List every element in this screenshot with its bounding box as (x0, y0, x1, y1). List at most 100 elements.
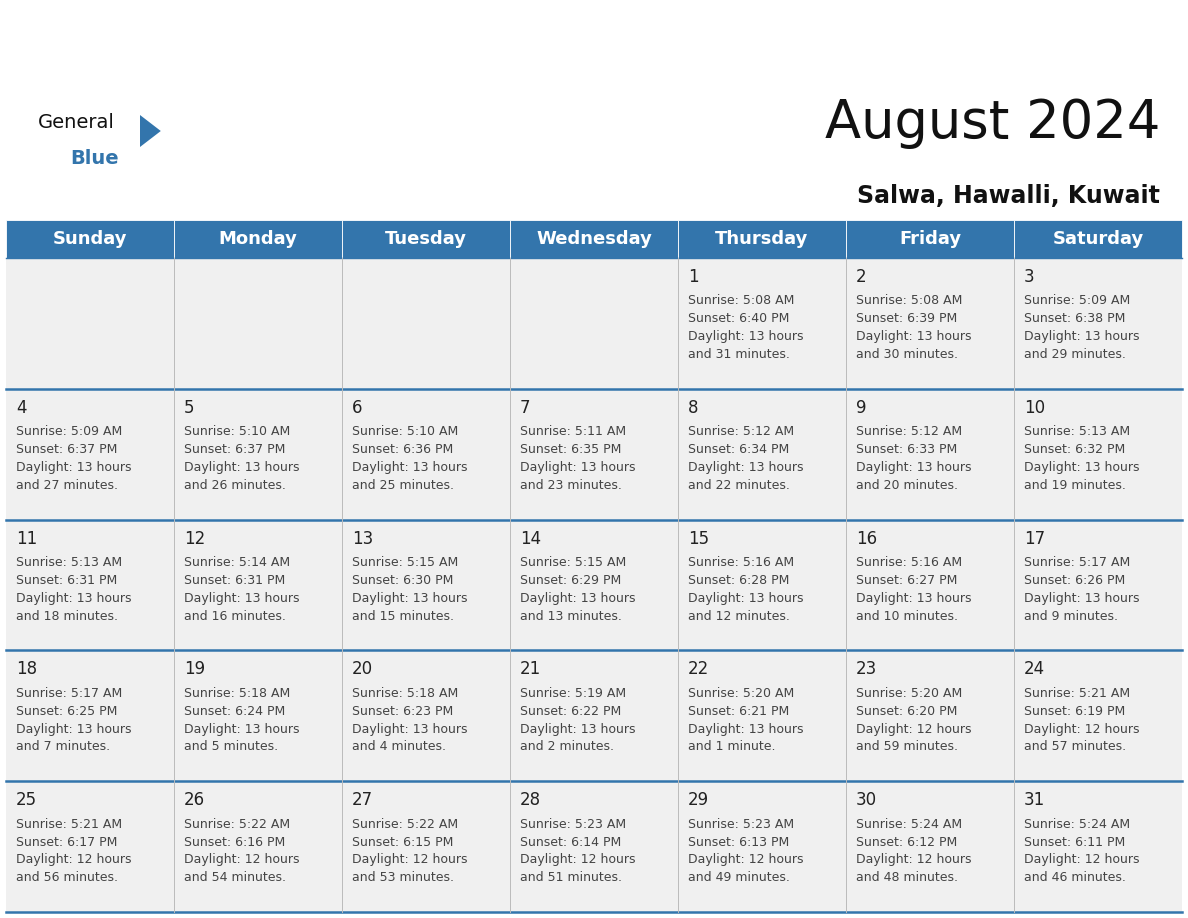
Text: and 19 minutes.: and 19 minutes. (1024, 478, 1126, 492)
Bar (678, 520, 846, 650)
Text: Sunrise: 5:17 AM: Sunrise: 5:17 AM (15, 687, 122, 700)
Text: and 1 minute.: and 1 minute. (688, 740, 776, 754)
Text: Sunrise: 5:20 AM: Sunrise: 5:20 AM (857, 687, 962, 700)
Text: 7: 7 (520, 398, 531, 417)
Text: Tuesday: Tuesday (385, 230, 467, 248)
Text: and 2 minutes.: and 2 minutes. (520, 740, 614, 754)
Text: Sunrise: 5:16 AM: Sunrise: 5:16 AM (688, 556, 794, 569)
Text: Sunrise: 5:13 AM: Sunrise: 5:13 AM (1024, 425, 1130, 438)
Text: Sunrise: 5:10 AM: Sunrise: 5:10 AM (184, 425, 290, 438)
Text: and 49 minutes.: and 49 minutes. (688, 871, 790, 884)
Text: and 12 minutes.: and 12 minutes. (688, 610, 790, 622)
Bar (1015, 781, 1182, 912)
Text: Sunrise: 5:22 AM: Sunrise: 5:22 AM (184, 818, 290, 831)
Text: Daylight: 13 hours: Daylight: 13 hours (688, 461, 803, 474)
Text: and 25 minutes.: and 25 minutes. (352, 478, 454, 492)
Text: Sunset: 6:26 PM: Sunset: 6:26 PM (1024, 574, 1125, 587)
Bar (510, 220, 678, 258)
Bar (1015, 389, 1182, 520)
Text: Sunrise: 5:20 AM: Sunrise: 5:20 AM (688, 687, 795, 700)
Text: Sunset: 6:22 PM: Sunset: 6:22 PM (520, 705, 621, 718)
Text: Sunset: 6:12 PM: Sunset: 6:12 PM (857, 835, 958, 848)
Text: Sunset: 6:35 PM: Sunset: 6:35 PM (520, 443, 621, 456)
Text: and 4 minutes.: and 4 minutes. (352, 740, 446, 754)
Text: 22: 22 (688, 660, 709, 678)
Text: Daylight: 13 hours: Daylight: 13 hours (1024, 461, 1139, 474)
Text: 18: 18 (15, 660, 37, 678)
Text: Daylight: 13 hours: Daylight: 13 hours (352, 722, 468, 735)
Text: Sunset: 6:17 PM: Sunset: 6:17 PM (15, 835, 118, 848)
Text: and 46 minutes.: and 46 minutes. (1024, 871, 1126, 884)
Text: 2: 2 (857, 268, 866, 286)
Bar (173, 389, 342, 520)
Text: Sunrise: 5:18 AM: Sunrise: 5:18 AM (184, 687, 290, 700)
Text: Sunrise: 5:16 AM: Sunrise: 5:16 AM (857, 556, 962, 569)
Text: and 9 minutes.: and 9 minutes. (1024, 610, 1118, 622)
Bar (846, 220, 1015, 258)
Bar (846, 650, 1015, 781)
Bar (342, 650, 510, 781)
Text: Sunset: 6:39 PM: Sunset: 6:39 PM (857, 312, 958, 325)
Text: Daylight: 13 hours: Daylight: 13 hours (857, 461, 972, 474)
Text: and 53 minutes.: and 53 minutes. (352, 871, 454, 884)
Text: Daylight: 12 hours: Daylight: 12 hours (688, 854, 803, 867)
Text: Sunday: Sunday (52, 230, 127, 248)
Text: Sunrise: 5:09 AM: Sunrise: 5:09 AM (15, 425, 122, 438)
Text: 24: 24 (1024, 660, 1045, 678)
Text: 8: 8 (688, 398, 699, 417)
Bar (6, 220, 173, 258)
Text: Daylight: 13 hours: Daylight: 13 hours (688, 722, 803, 735)
Bar (510, 258, 678, 389)
Bar (173, 650, 342, 781)
Text: Daylight: 12 hours: Daylight: 12 hours (184, 854, 299, 867)
Text: Sunrise: 5:21 AM: Sunrise: 5:21 AM (1024, 687, 1130, 700)
Bar (678, 220, 846, 258)
Bar (510, 520, 678, 650)
Text: Friday: Friday (899, 230, 961, 248)
Text: 17: 17 (1024, 530, 1045, 548)
Bar (846, 258, 1015, 389)
Text: and 20 minutes.: and 20 minutes. (857, 478, 958, 492)
Text: Sunset: 6:20 PM: Sunset: 6:20 PM (857, 705, 958, 718)
Text: Daylight: 13 hours: Daylight: 13 hours (352, 592, 468, 605)
Text: 19: 19 (184, 660, 206, 678)
Text: Sunset: 6:29 PM: Sunset: 6:29 PM (520, 574, 621, 587)
Bar (678, 781, 846, 912)
Text: Daylight: 13 hours: Daylight: 13 hours (857, 330, 972, 343)
Text: Sunset: 6:24 PM: Sunset: 6:24 PM (184, 705, 285, 718)
Text: 6: 6 (352, 398, 362, 417)
Text: and 23 minutes.: and 23 minutes. (520, 478, 621, 492)
Text: 29: 29 (688, 791, 709, 809)
Bar (678, 389, 846, 520)
Bar (6, 650, 173, 781)
Text: Daylight: 13 hours: Daylight: 13 hours (1024, 330, 1139, 343)
Bar (1015, 650, 1182, 781)
Text: Sunrise: 5:13 AM: Sunrise: 5:13 AM (15, 556, 122, 569)
Text: Monday: Monday (219, 230, 297, 248)
Text: Sunrise: 5:23 AM: Sunrise: 5:23 AM (688, 818, 794, 831)
Text: and 16 minutes.: and 16 minutes. (184, 610, 286, 622)
Text: Sunset: 6:32 PM: Sunset: 6:32 PM (1024, 443, 1125, 456)
Text: Salwa, Hawalli, Kuwait: Salwa, Hawalli, Kuwait (857, 184, 1159, 208)
Text: and 7 minutes.: and 7 minutes. (15, 740, 110, 754)
Text: Daylight: 12 hours: Daylight: 12 hours (857, 722, 972, 735)
Bar (6, 520, 173, 650)
Text: Daylight: 13 hours: Daylight: 13 hours (15, 722, 132, 735)
Text: Daylight: 12 hours: Daylight: 12 hours (520, 854, 636, 867)
Text: Sunset: 6:36 PM: Sunset: 6:36 PM (352, 443, 454, 456)
Text: Sunset: 6:33 PM: Sunset: 6:33 PM (857, 443, 958, 456)
Bar (342, 389, 510, 520)
Text: Sunrise: 5:19 AM: Sunrise: 5:19 AM (520, 687, 626, 700)
Text: and 27 minutes.: and 27 minutes. (15, 478, 118, 492)
Text: Blue: Blue (70, 149, 119, 168)
Text: Sunrise: 5:23 AM: Sunrise: 5:23 AM (520, 818, 626, 831)
Text: Daylight: 13 hours: Daylight: 13 hours (15, 592, 132, 605)
Text: Sunrise: 5:10 AM: Sunrise: 5:10 AM (352, 425, 459, 438)
Text: and 57 minutes.: and 57 minutes. (1024, 740, 1126, 754)
Text: Sunrise: 5:11 AM: Sunrise: 5:11 AM (520, 425, 626, 438)
Text: Daylight: 13 hours: Daylight: 13 hours (520, 461, 636, 474)
Text: August 2024: August 2024 (824, 97, 1159, 149)
Text: Daylight: 12 hours: Daylight: 12 hours (1024, 854, 1139, 867)
Polygon shape (140, 115, 160, 147)
Bar (173, 781, 342, 912)
